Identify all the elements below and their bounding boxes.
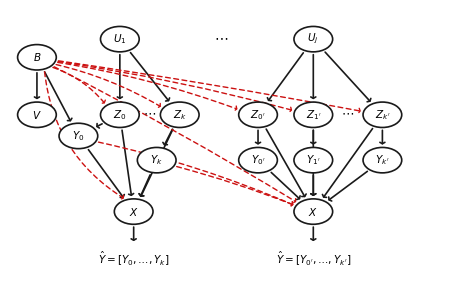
Text: $Z_{0'}$: $Z_{0'}$ (251, 108, 266, 122)
Text: $U_1$: $U_1$ (113, 32, 126, 46)
Circle shape (294, 26, 333, 52)
Text: $Y_k$: $Y_k$ (150, 153, 163, 167)
Circle shape (363, 147, 402, 173)
Text: $\hat{Y} = [Y_0, \ldots, Y_k]$: $\hat{Y} = [Y_0, \ldots, Y_k]$ (98, 249, 169, 268)
Circle shape (17, 102, 56, 128)
Text: $V$: $V$ (32, 109, 42, 121)
Circle shape (137, 147, 176, 173)
Text: $Z_0$: $Z_0$ (113, 108, 126, 122)
Circle shape (294, 102, 333, 128)
Circle shape (363, 102, 402, 128)
Text: $Y_{k'}$: $Y_{k'}$ (375, 153, 390, 167)
Text: $\cdots$: $\cdots$ (214, 31, 228, 45)
Text: $U_j$: $U_j$ (307, 32, 319, 46)
Text: $Y_0$: $Y_0$ (72, 129, 85, 143)
Circle shape (101, 26, 139, 52)
Circle shape (294, 147, 333, 173)
Text: $X$: $X$ (129, 206, 139, 218)
Circle shape (239, 102, 277, 128)
Circle shape (114, 199, 153, 224)
Text: $Y_{0'}$: $Y_{0'}$ (251, 153, 265, 167)
Text: $\cdots$: $\cdots$ (341, 107, 354, 120)
Text: $\hat{Y} = [Y_{0'}, \ldots, Y_{k'}]$: $\hat{Y} = [Y_{0'}, \ldots, Y_{k'}]$ (275, 249, 351, 268)
Circle shape (17, 45, 56, 70)
Text: $Y_{1'}$: $Y_{1'}$ (306, 153, 321, 167)
Text: $B$: $B$ (33, 51, 41, 63)
Text: $X$: $X$ (308, 206, 318, 218)
Text: $Z_{1'}$: $Z_{1'}$ (306, 108, 321, 122)
Text: $Z_{k'}$: $Z_{k'}$ (375, 108, 390, 122)
Text: $\cdots$: $\cdots$ (143, 107, 157, 120)
Circle shape (160, 102, 199, 128)
Circle shape (59, 123, 98, 149)
Circle shape (101, 102, 139, 128)
Text: $Z_k$: $Z_k$ (173, 108, 187, 122)
Circle shape (239, 147, 277, 173)
Circle shape (294, 199, 333, 224)
